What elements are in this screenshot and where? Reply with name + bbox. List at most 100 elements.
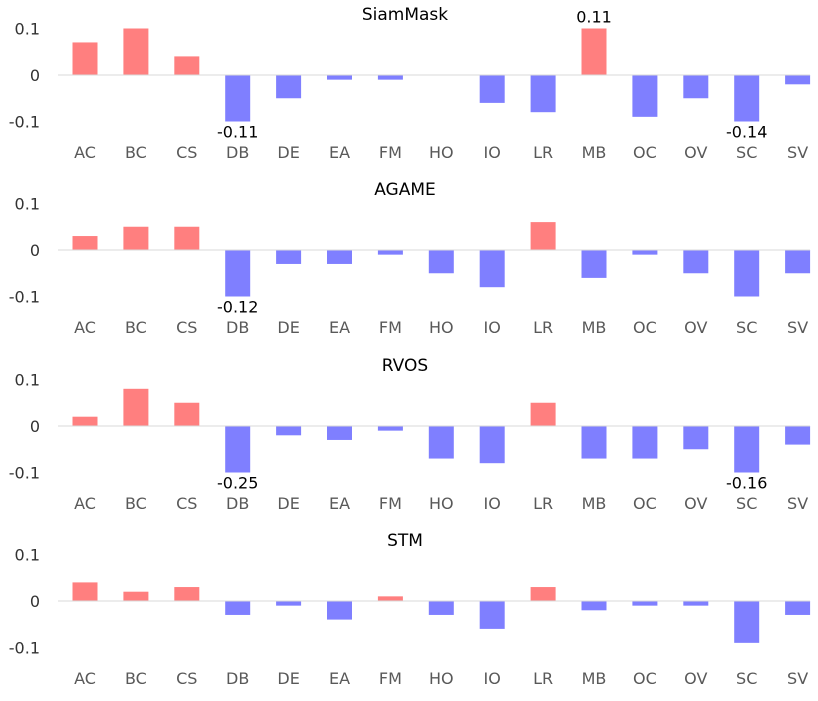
- bar: [225, 75, 251, 122]
- bar: [632, 250, 658, 255]
- x-tick-label: FM: [379, 669, 402, 688]
- bar: [327, 75, 352, 80]
- chart-title: RVOS: [382, 356, 428, 376]
- bar: [72, 42, 98, 75]
- x-tick-label: BC: [125, 318, 147, 337]
- x-tick-label: AC: [74, 143, 96, 162]
- bar: [530, 402, 556, 426]
- x-tick-label: EA: [329, 143, 350, 162]
- x-tick-label: OV: [684, 669, 707, 688]
- y-tick-label: 0: [30, 417, 40, 436]
- x-tick-label: SC: [736, 143, 757, 162]
- bar: [683, 75, 709, 99]
- bar: [225, 250, 251, 297]
- bar: [174, 226, 200, 250]
- y-tick-label: 0.1: [15, 195, 40, 214]
- bar: [479, 601, 505, 629]
- bar: [734, 75, 760, 122]
- bar: [174, 56, 200, 75]
- bar: [72, 236, 98, 250]
- bar: [785, 426, 811, 445]
- bar: [479, 250, 505, 288]
- bar: [785, 601, 811, 615]
- x-tick-label: SC: [736, 318, 757, 337]
- x-tick-label: EA: [329, 494, 350, 513]
- y-tick-label: 0.1: [15, 546, 40, 565]
- x-tick-label: OC: [633, 494, 657, 513]
- bar: [123, 591, 149, 601]
- x-tick-label: MB: [582, 669, 607, 688]
- x-tick-label: DE: [277, 318, 299, 337]
- y-tick-label: -0.1: [9, 639, 40, 658]
- x-tick-label: BC: [125, 143, 147, 162]
- x-tick-label: SV: [787, 143, 808, 162]
- x-tick-label: DB: [226, 318, 249, 337]
- bar: [530, 222, 556, 250]
- x-tick-label: HO: [429, 143, 454, 162]
- bar: [581, 250, 607, 278]
- x-tick-label: MB: [582, 318, 607, 337]
- x-tick-label: LR: [533, 494, 553, 513]
- bar: [785, 250, 811, 274]
- data-label: -0.11: [217, 123, 258, 142]
- bar: [377, 250, 403, 255]
- x-tick-label: MB: [582, 494, 607, 513]
- x-tick-label: OC: [633, 318, 657, 337]
- bar: [734, 601, 760, 643]
- bar: [72, 416, 98, 426]
- x-tick-label: IO: [484, 669, 501, 688]
- bar: [123, 388, 149, 426]
- x-tick-label: LR: [533, 318, 553, 337]
- x-tick-label: EA: [329, 669, 350, 688]
- x-tick-label: OV: [684, 494, 707, 513]
- x-tick-label: AC: [74, 669, 96, 688]
- data-label: -0.16: [726, 474, 767, 493]
- bar: [377, 426, 403, 431]
- x-tick-label: CS: [176, 494, 197, 513]
- x-tick-label: DB: [226, 669, 249, 688]
- bar: [581, 28, 607, 75]
- bar: [683, 250, 709, 274]
- y-tick-label: 0.1: [15, 20, 40, 39]
- bar: [377, 75, 403, 80]
- bar: [276, 75, 302, 99]
- x-tick-label: SC: [736, 669, 757, 688]
- bar: [327, 426, 352, 440]
- x-tick-label: CS: [176, 318, 197, 337]
- x-tick-label: DE: [277, 143, 299, 162]
- x-tick-label: LR: [533, 669, 553, 688]
- bar: [327, 601, 352, 620]
- bar: [734, 426, 760, 473]
- x-tick-label: BC: [125, 494, 147, 513]
- x-tick-label: MB: [582, 143, 607, 162]
- x-tick-label: IO: [484, 143, 501, 162]
- bar: [327, 250, 352, 264]
- x-tick-label: IO: [484, 494, 501, 513]
- chart-title: AGAME: [374, 180, 436, 200]
- bar: [123, 226, 149, 250]
- x-tick-label: DE: [277, 494, 299, 513]
- bar: [632, 426, 658, 459]
- x-tick-label: AC: [74, 318, 96, 337]
- bar: [276, 250, 302, 264]
- y-tick-label: -0.1: [9, 464, 40, 483]
- bar: [734, 250, 760, 297]
- data-label: -0.12: [217, 298, 258, 317]
- x-tick-label: DB: [226, 494, 249, 513]
- x-tick-label: HO: [429, 494, 454, 513]
- bar: [225, 426, 251, 473]
- x-tick-label: FM: [379, 143, 402, 162]
- x-tick-label: FM: [379, 494, 402, 513]
- x-tick-label: SC: [736, 494, 757, 513]
- y-tick-label: 0: [30, 241, 40, 260]
- y-tick-label: 0: [30, 66, 40, 85]
- x-tick-label: HO: [429, 669, 454, 688]
- x-tick-label: OC: [633, 143, 657, 162]
- x-tick-label: BC: [125, 669, 147, 688]
- x-tick-label: CS: [176, 143, 197, 162]
- bar: [174, 402, 200, 426]
- y-tick-label: 0: [30, 592, 40, 611]
- bar: [530, 587, 556, 601]
